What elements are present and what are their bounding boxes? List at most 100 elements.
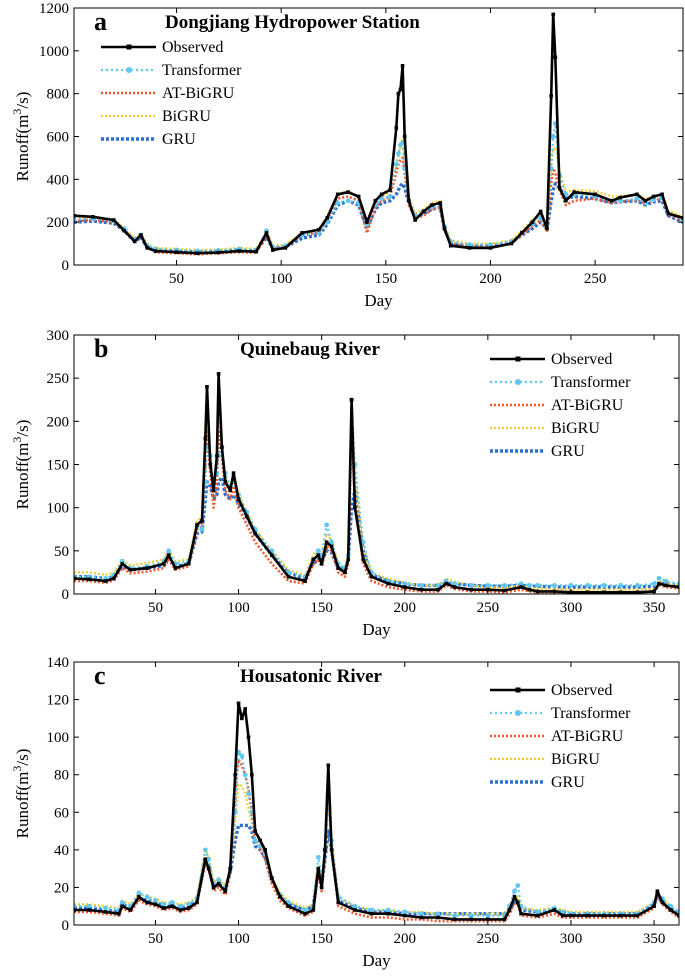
data-point <box>319 885 324 890</box>
series-gru <box>74 475 679 589</box>
data-point <box>103 905 108 911</box>
data-point <box>557 186 562 190</box>
y-tick-label: 80 <box>54 768 69 784</box>
legend-label-bigru: BiGRU <box>551 751 600 768</box>
legend-marker <box>515 379 521 385</box>
data-point <box>239 753 245 759</box>
data-point <box>549 94 553 98</box>
data-point <box>186 901 192 907</box>
data-point <box>635 582 640 588</box>
legend-label-gru: GRU <box>162 131 196 148</box>
data-point <box>663 578 669 584</box>
data-point <box>103 579 108 583</box>
data-point <box>656 576 662 581</box>
data-point <box>502 588 507 593</box>
data-point <box>237 249 242 253</box>
data-point <box>166 548 172 554</box>
legend-label-gru: GRU <box>551 774 585 791</box>
data-point <box>336 900 341 905</box>
panel-letter: c <box>94 661 106 690</box>
data-point <box>469 587 474 592</box>
series-atbigru <box>74 156 683 256</box>
x-tick-label: 150 <box>375 271 398 287</box>
data-point <box>316 553 321 557</box>
y-tick-label: 50 <box>54 544 69 560</box>
data-point <box>349 397 354 402</box>
data-point <box>200 518 204 523</box>
data-point <box>228 866 233 871</box>
y-tick-label: 40 <box>54 843 69 859</box>
data-point <box>211 885 216 890</box>
data-point <box>161 906 166 910</box>
panel-letter: a <box>94 7 107 36</box>
data-point <box>452 581 458 587</box>
data-point <box>74 213 76 218</box>
data-point <box>651 194 656 199</box>
data-point <box>206 856 212 862</box>
data-point <box>677 913 679 918</box>
data-point <box>553 55 558 60</box>
data-point <box>486 917 490 922</box>
data-point <box>144 894 150 900</box>
data-point <box>166 553 171 557</box>
data-point <box>139 233 143 237</box>
x-tick-label: 250 <box>477 600 500 616</box>
data-point <box>657 581 661 586</box>
legend-label-atbigru: AT-BiGRU <box>551 397 624 414</box>
data-point <box>643 198 648 203</box>
data-point <box>74 576 76 581</box>
x-tick-label: 200 <box>394 600 417 616</box>
data-point <box>264 231 269 235</box>
data-point <box>369 907 374 913</box>
data-point <box>379 196 385 202</box>
data-point <box>681 216 683 220</box>
data-point <box>419 915 424 920</box>
data-point <box>302 907 308 913</box>
data-point <box>676 581 679 587</box>
data-point <box>216 877 222 883</box>
data-point <box>402 134 407 139</box>
x-tick-label: 250 <box>584 271 607 287</box>
data-point <box>634 196 640 202</box>
data-point <box>560 913 565 918</box>
data-point <box>111 218 116 222</box>
data-point <box>618 582 624 588</box>
data-point <box>205 385 209 389</box>
legend-marker <box>515 710 521 716</box>
data-point <box>452 917 457 922</box>
data-point <box>87 577 91 582</box>
legend: Observed Transformer AT-BiGRU BiGRU GRU <box>490 351 631 460</box>
data-point <box>619 913 623 918</box>
data-point <box>502 917 507 922</box>
series-line-gru <box>74 823 679 916</box>
data-point <box>519 911 523 916</box>
data-point <box>369 911 374 916</box>
data-point <box>87 908 91 912</box>
x-tick-label: 150 <box>310 600 333 616</box>
y-tick-label: 100 <box>47 730 70 746</box>
legend-label-bigru: BiGRU <box>551 420 600 437</box>
y-tick-label: 200 <box>47 215 70 231</box>
data-point <box>153 898 158 903</box>
series-gru <box>74 823 679 916</box>
data-point <box>430 203 434 207</box>
data-point <box>254 249 258 254</box>
data-point <box>335 192 340 197</box>
legend-label-observed: Observed <box>551 351 612 368</box>
data-point <box>467 242 472 248</box>
data-point <box>335 200 341 206</box>
data-point <box>369 574 374 579</box>
legend-label-transformer: Transformer <box>551 374 631 391</box>
data-point <box>300 231 304 235</box>
data-point <box>527 587 532 592</box>
data-point <box>203 857 208 862</box>
data-point <box>527 582 532 588</box>
data-point <box>153 902 158 907</box>
data-point <box>593 192 597 197</box>
data-point <box>153 249 158 253</box>
data-point <box>635 192 639 197</box>
data-point <box>518 581 524 587</box>
panel-letter: b <box>94 334 108 363</box>
data-point <box>552 908 557 912</box>
data-point <box>220 445 224 450</box>
